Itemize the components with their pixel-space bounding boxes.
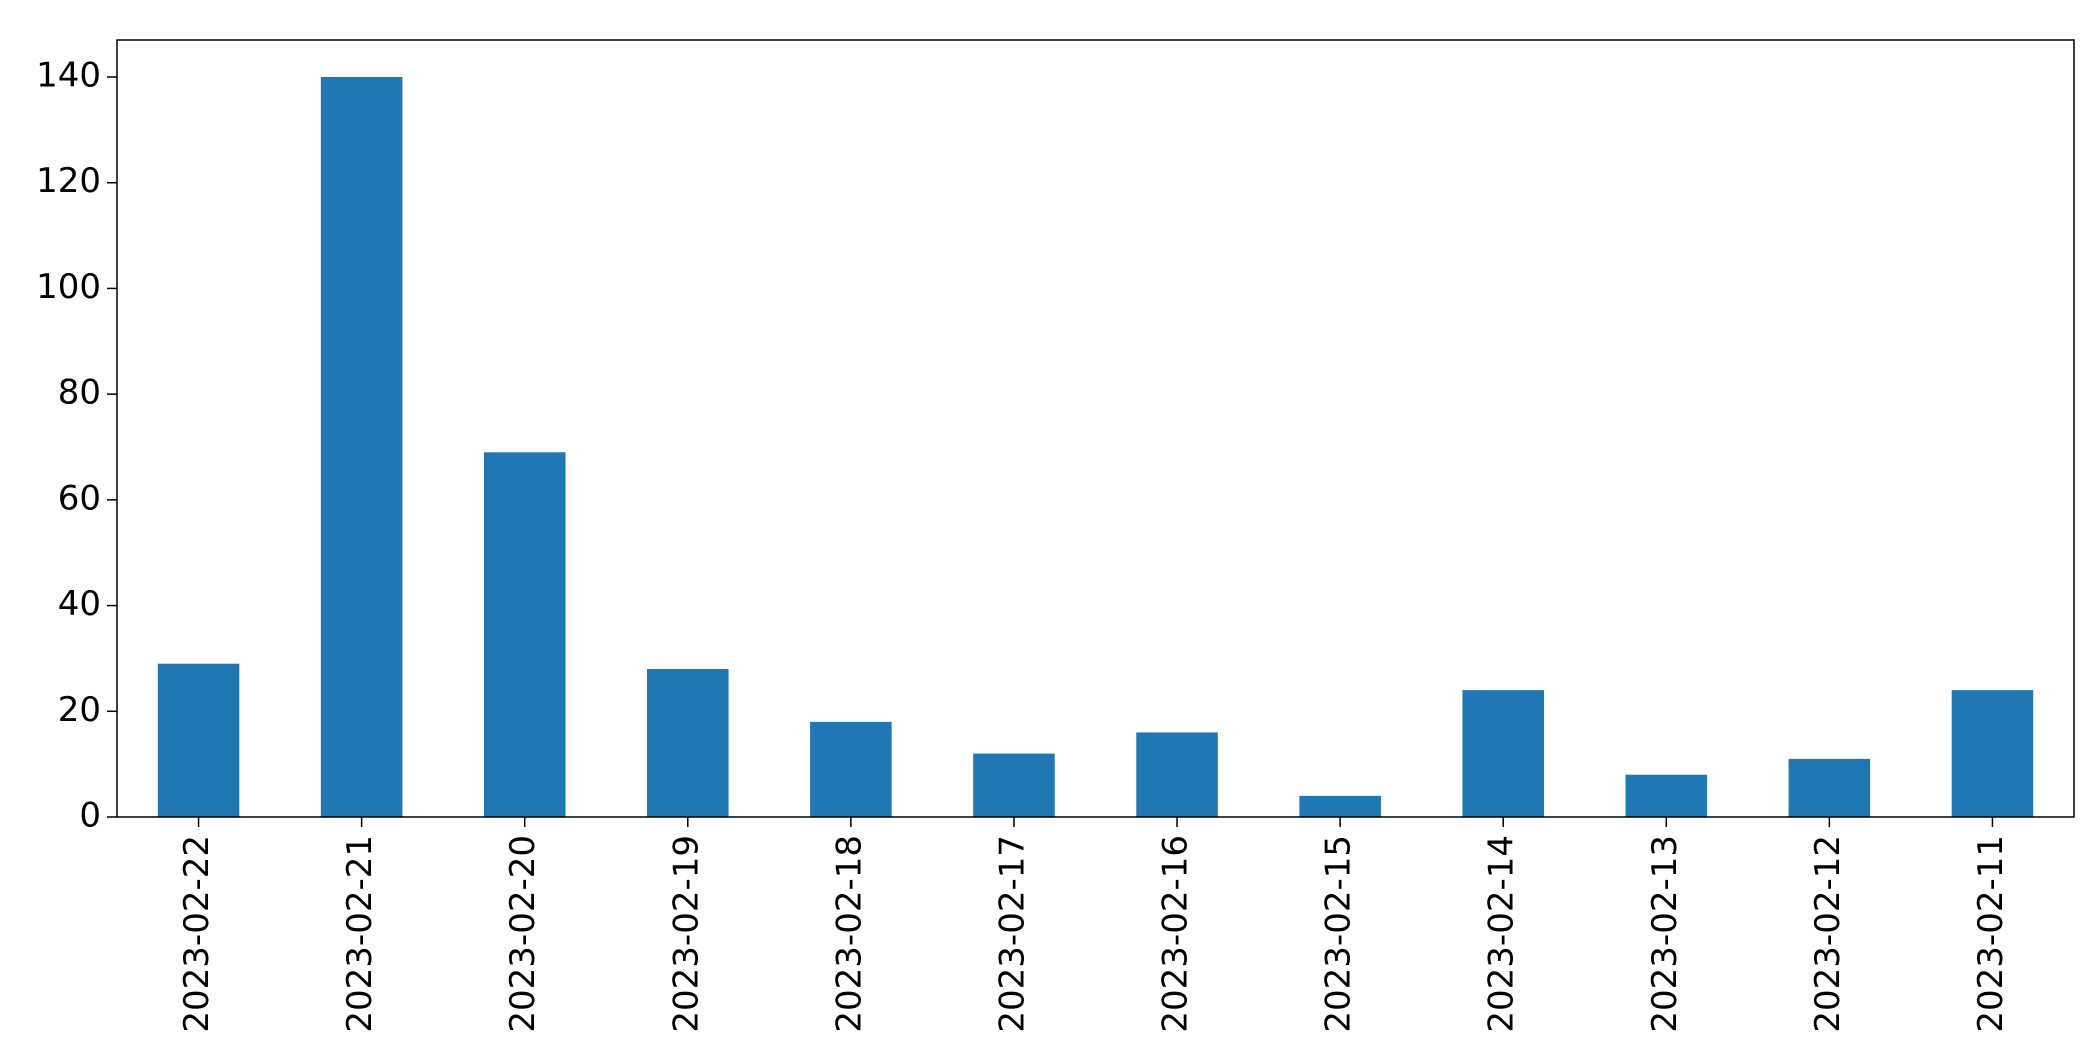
y-tick-label: 140 [36, 56, 101, 96]
bar [483, 452, 566, 817]
bar [1951, 690, 2034, 817]
bar [1136, 732, 1218, 817]
bar [157, 663, 240, 817]
x-tick-label: 2023-02-12 [1808, 835, 1848, 1033]
bar [320, 77, 403, 817]
bar [810, 721, 892, 817]
y-tick-label: 120 [36, 161, 101, 201]
x-tick-label: 2023-02-11 [1971, 835, 2011, 1033]
x-tick-label: 2023-02-15 [1319, 835, 1359, 1033]
x-tick-label: 2023-02-13 [1645, 835, 1685, 1033]
y-tick-label: 40 [58, 584, 101, 624]
bar [973, 753, 1055, 817]
x-tick-label: 2023-02-16 [1156, 835, 1196, 1033]
plot-frame [116, 39, 2075, 818]
y-tick-label: 20 [58, 690, 101, 730]
bar [1299, 795, 1381, 817]
y-tick-label: 100 [36, 267, 101, 307]
x-tick-label: 2023-02-20 [503, 835, 543, 1033]
bar [1462, 690, 1544, 817]
bar [1625, 774, 1708, 817]
x-tick-label: 2023-02-17 [992, 835, 1032, 1033]
x-tick-label: 2023-02-18 [829, 835, 869, 1033]
y-tick-label: 60 [58, 478, 101, 518]
x-tick-label: 2023-02-22 [177, 835, 217, 1033]
x-tick-label: 2023-02-21 [340, 835, 380, 1033]
x-tick-label: 2023-02-19 [666, 835, 706, 1033]
y-tick-label: 0 [79, 796, 101, 836]
x-tick-label: 2023-02-14 [1482, 835, 1522, 1033]
bar [1788, 758, 1871, 817]
y-tick-label: 80 [58, 373, 101, 413]
bar [647, 669, 729, 817]
